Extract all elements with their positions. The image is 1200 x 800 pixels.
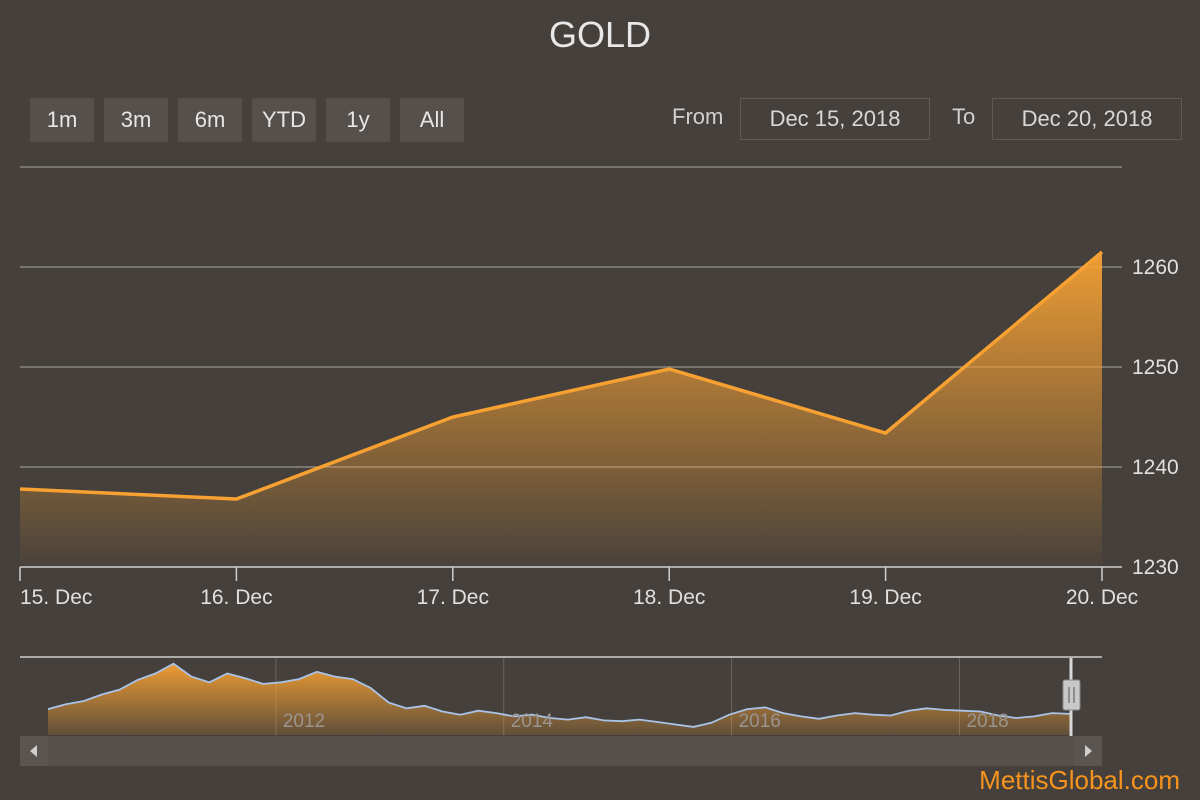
chevron-left-icon — [30, 745, 37, 757]
x-tick-label: 18. Dec — [633, 586, 705, 609]
x-tick-label: 19. Dec — [849, 586, 921, 609]
range-button-ytd[interactable]: YTD — [252, 98, 316, 142]
navigator-area — [48, 663, 1070, 735]
x-tick-label: 16. Dec — [200, 586, 272, 609]
scrollbar-thumb[interactable] — [48, 736, 1074, 766]
chart-title: GOLD — [548, 14, 652, 55]
from-date-input[interactable] — [740, 98, 930, 140]
chevron-right-icon — [1085, 745, 1092, 757]
y-tick-label: 1260 — [1132, 256, 1179, 279]
range-button-6m[interactable]: 6m — [178, 98, 242, 142]
navigator-handle[interactable] — [1062, 679, 1081, 711]
y-tick-label: 1240 — [1132, 456, 1179, 479]
to-label: To — [952, 104, 976, 129]
navigator-year-label: 2018 — [966, 711, 1008, 732]
y-tick-label: 1230 — [1132, 556, 1179, 579]
x-tick-label: 20. Dec — [1066, 586, 1138, 609]
price-area — [20, 252, 1102, 567]
price-line — [19, 250, 1104, 501]
to-date-input[interactable] — [992, 98, 1182, 140]
x-tick-label: 15. Dec — [20, 586, 92, 609]
range-button-1y[interactable]: 1y — [326, 98, 390, 142]
navigator-year-label: 2016 — [739, 711, 781, 732]
watermark: MettisGlobal.com — [979, 765, 1180, 795]
range-button-1m[interactable]: 1m — [30, 98, 94, 142]
range-button-3m[interactable]: 3m — [104, 98, 168, 142]
navigator-year-label: 2012 — [283, 711, 325, 732]
range-button-all[interactable]: All — [400, 98, 464, 142]
navigator-year-label: 2014 — [511, 711, 554, 732]
y-tick-label: 1250 — [1132, 356, 1179, 379]
x-tick-label: 17. Dec — [417, 586, 489, 609]
from-label: From — [672, 104, 724, 129]
navigator-line — [47, 662, 1071, 728]
